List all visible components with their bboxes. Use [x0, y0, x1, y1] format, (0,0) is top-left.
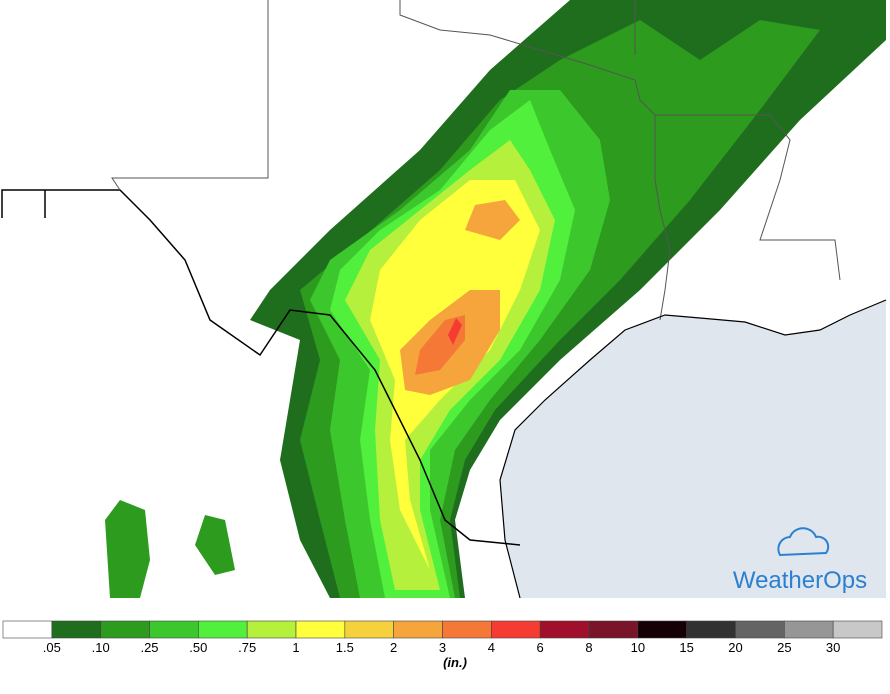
legend-swatch — [344, 620, 394, 639]
legend-unit: (in.) — [443, 655, 467, 670]
legend-swatch — [246, 620, 297, 639]
legend-swatch — [588, 620, 639, 639]
legend-swatch — [539, 620, 590, 639]
legend-swatch — [51, 620, 101, 639]
legend-label: 1 — [292, 640, 299, 655]
legend-label: 8 — [585, 640, 592, 655]
precip-6 — [448, 318, 462, 345]
legend-label: 6 — [537, 640, 544, 655]
logo: WeatherOps — [733, 527, 867, 594]
legend-swatch — [2, 620, 53, 639]
legend-label: 1.5 — [336, 640, 354, 655]
legend-label: .75 — [238, 640, 256, 655]
map: WeatherOps — [1, 0, 887, 599]
legend-swatch — [832, 620, 883, 639]
legend-swatch — [637, 620, 687, 639]
legend-swatch — [295, 620, 346, 639]
precip-west — [105, 500, 235, 598]
legend-label: 3 — [439, 640, 446, 655]
legend: .05 .10 .25 .50 .75 1 1.5 2 3 4 6 8 10 15 20 25 30 (in.) — [2, 620, 883, 670]
legend-label: .05 — [43, 640, 61, 655]
legend-swatch — [491, 620, 541, 639]
legend-swatch — [149, 620, 199, 639]
legend-label: 2 — [390, 640, 397, 655]
borders — [1, 0, 887, 599]
legend-label: .10 — [92, 640, 110, 655]
legend-label: 20 — [728, 640, 742, 655]
legend-label: 25 — [777, 640, 791, 655]
legend-swatch — [735, 620, 785, 639]
legend-swatch — [198, 620, 248, 639]
legend-label: 4 — [488, 640, 495, 655]
legend-swatch — [100, 620, 150, 639]
gulf — [500, 300, 886, 598]
logo-text: WeatherOps — [733, 567, 867, 594]
legend-label: 30 — [826, 640, 840, 655]
legend-label: .50 — [189, 640, 207, 655]
legend-label: .25 — [140, 640, 158, 655]
legend-label: 15 — [679, 640, 693, 655]
legend-swatch — [393, 620, 443, 639]
legend-swatch — [686, 620, 736, 639]
legend-label: 10 — [631, 640, 645, 655]
legend-swatch — [442, 620, 492, 639]
legend-swatch — [784, 620, 834, 639]
logo-icon — [777, 527, 830, 557]
